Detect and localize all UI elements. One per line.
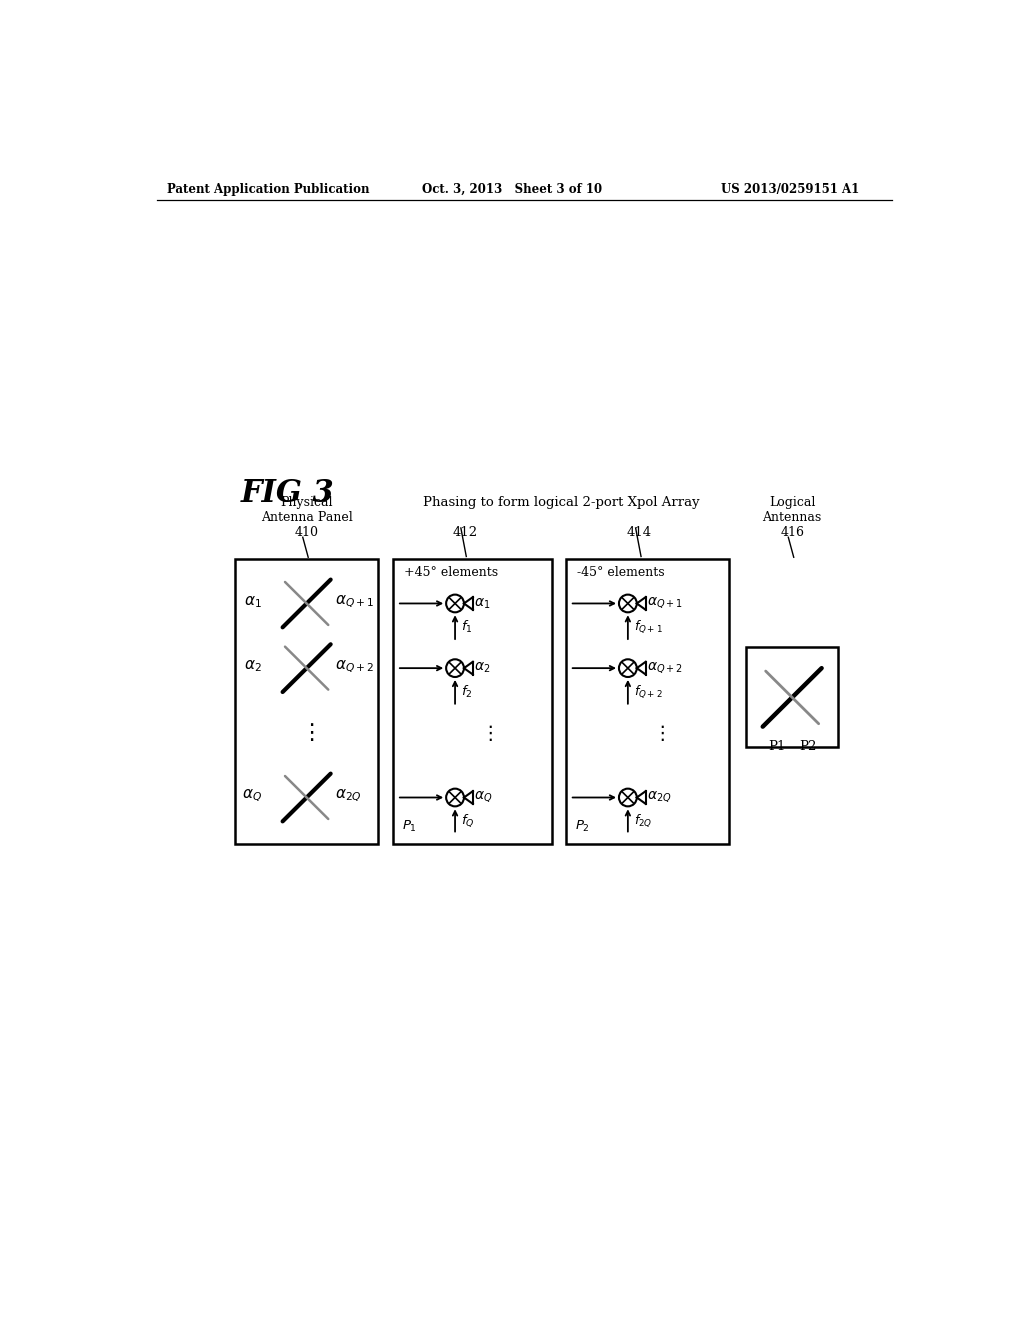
Text: Phasing to form logical 2-port Xpol Array: Phasing to form logical 2-port Xpol Arra…	[423, 496, 699, 508]
Text: 414: 414	[627, 527, 652, 540]
Circle shape	[446, 594, 464, 612]
Text: $\alpha_{Q+1}$: $\alpha_{Q+1}$	[647, 595, 683, 611]
Text: $\vdots$: $\vdots$	[652, 723, 666, 743]
Bar	[234, 558, 378, 843]
Text: $\alpha_{2Q}$: $\alpha_{2Q}$	[335, 788, 362, 804]
Circle shape	[618, 594, 637, 612]
Text: $\alpha_2$: $\alpha_2$	[474, 661, 490, 676]
Text: 412: 412	[453, 527, 477, 540]
Text: $\vdots$: $\vdots$	[479, 723, 493, 743]
Text: $f_{Q+2}$: $f_{Q+2}$	[634, 684, 663, 700]
Text: Patent Application Publication: Patent Application Publication	[167, 183, 370, 197]
Circle shape	[618, 788, 637, 807]
Text: Logical
Antennas
416: Logical Antennas 416	[763, 496, 822, 539]
Text: P2: P2	[799, 739, 816, 752]
Bar	[746, 647, 838, 747]
Text: $\alpha_Q$: $\alpha_Q$	[474, 789, 493, 805]
Text: P1: P1	[768, 739, 785, 752]
Text: $\alpha_1$: $\alpha_1$	[474, 597, 490, 611]
Bar	[393, 558, 552, 843]
Text: $f_2$: $f_2$	[461, 684, 473, 700]
Text: $\alpha_2$: $\alpha_2$	[244, 659, 262, 675]
Text: $f_Q$: $f_Q$	[461, 812, 475, 829]
Text: US 2013/0259151 A1: US 2013/0259151 A1	[721, 183, 859, 197]
Text: Oct. 3, 2013   Sheet 3 of 10: Oct. 3, 2013 Sheet 3 of 10	[423, 183, 603, 197]
Text: $\alpha_{Q+2}$: $\alpha_{Q+2}$	[335, 659, 375, 675]
Text: $P_2$: $P_2$	[575, 820, 590, 834]
Text: $P_1$: $P_1$	[402, 820, 418, 834]
Text: Physical
Antenna Panel
410: Physical Antenna Panel 410	[261, 496, 352, 539]
Bar	[566, 558, 729, 843]
Text: $\alpha_1$: $\alpha_1$	[244, 594, 262, 610]
Circle shape	[446, 659, 464, 677]
Text: $\vdots$: $\vdots$	[299, 722, 313, 744]
Text: $\alpha_{Q+1}$: $\alpha_{Q+1}$	[335, 594, 375, 610]
Text: $f_{Q+1}$: $f_{Q+1}$	[634, 619, 663, 635]
Text: $f_{2Q}$: $f_{2Q}$	[634, 812, 652, 829]
Circle shape	[618, 659, 637, 677]
Circle shape	[446, 788, 464, 807]
Text: +45° elements: +45° elements	[403, 566, 498, 579]
Text: $\alpha_{Q+2}$: $\alpha_{Q+2}$	[647, 660, 683, 676]
Text: $f_1$: $f_1$	[461, 619, 473, 635]
Text: $\alpha_Q$: $\alpha_Q$	[242, 788, 262, 804]
Text: -45° elements: -45° elements	[577, 566, 665, 579]
Text: FIG 3: FIG 3	[241, 478, 334, 510]
Text: $\alpha_{2Q}$: $\alpha_{2Q}$	[647, 789, 672, 805]
